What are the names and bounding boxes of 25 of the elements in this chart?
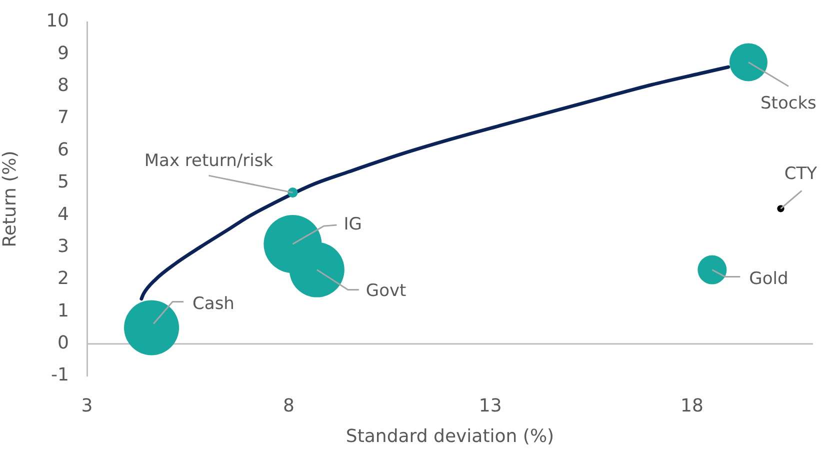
y-tick-label: 3 <box>58 236 69 257</box>
y-tick-label: 8 <box>58 75 69 96</box>
y-axis-title: Return (%) <box>0 150 20 248</box>
annotation: Gold <box>749 269 788 290</box>
x-tick-label: 18 <box>680 395 704 416</box>
y-tick-label: 4 <box>58 204 69 225</box>
annotation: Stocks <box>760 94 817 114</box>
y-tick-label: 7 <box>58 107 69 128</box>
annotation: CTY <box>784 164 818 184</box>
y-tick-label: 9 <box>58 42 69 64</box>
y-tick-label: 0 <box>58 332 69 354</box>
annotation: Govt <box>366 281 407 302</box>
y-tick-label: -1 <box>51 364 69 386</box>
annotation: IG <box>344 214 362 234</box>
x-tick-label: 13 <box>478 395 502 416</box>
x-tick-label: 8 <box>282 395 294 416</box>
y-tick-label: 5 <box>58 172 69 193</box>
y-tick-label: 6 <box>58 139 69 160</box>
y-tick-label: 2 <box>58 268 69 290</box>
x-tick-label: 3 <box>81 395 93 416</box>
annotation: Max return/risk <box>144 150 274 171</box>
annotation: Cash <box>192 294 234 314</box>
y-tick-label: 10 <box>46 10 69 32</box>
x-axis-title: Standard deviation (%) <box>346 426 554 447</box>
y-tick-label: 1 <box>58 300 69 322</box>
